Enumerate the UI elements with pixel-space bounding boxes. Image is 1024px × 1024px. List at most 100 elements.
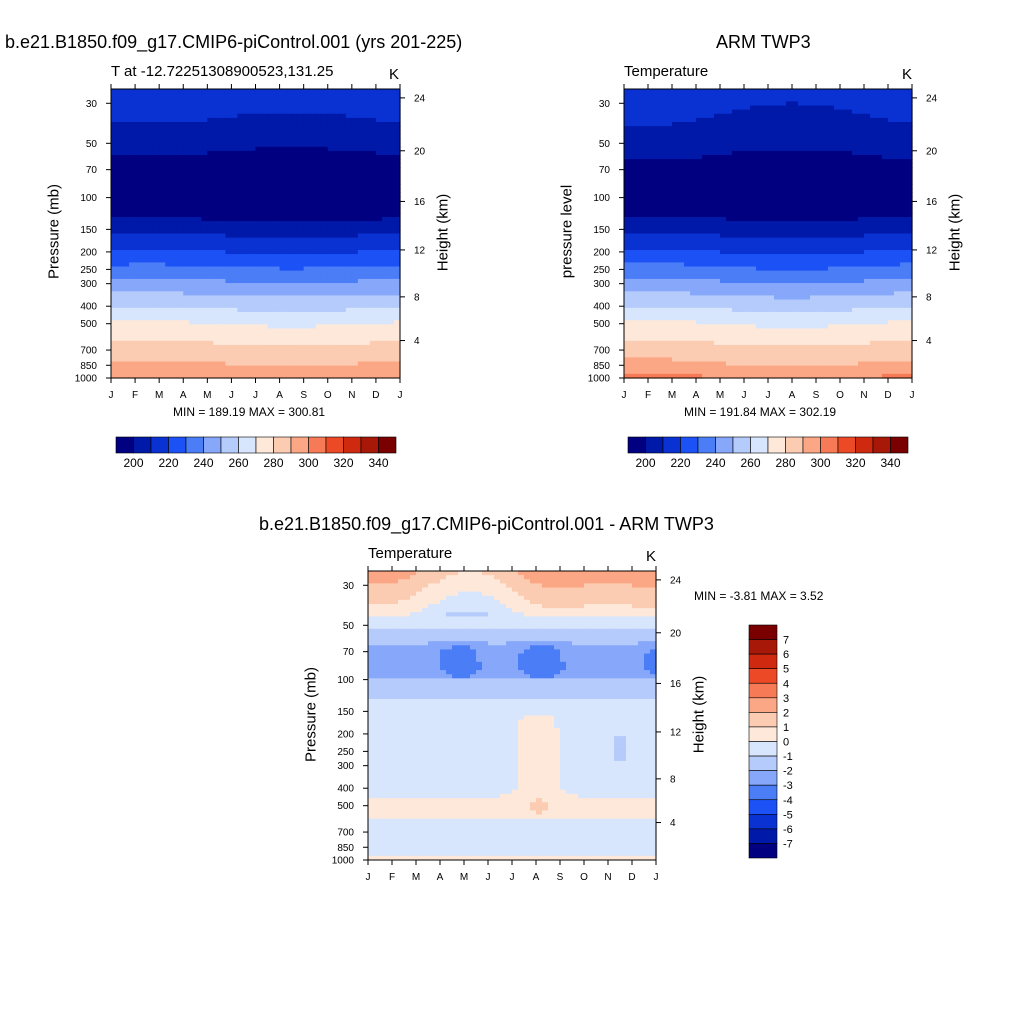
obs-colorbar-label: 280 [775,456,795,470]
obs-ytick-label: 200 [593,247,610,258]
obs-ytick-label: 250 [593,265,610,276]
obs-panel-subtitle: Temperature [624,63,709,80]
model-htick-label: 24 [414,93,426,104]
diff-colorbar-box [748,814,778,830]
diff-colorbar-box [748,682,778,699]
diff-htick-label: 8 [670,774,676,785]
obs-ytick-label: 1000 [588,374,611,385]
obs-xtick-label: J [766,390,771,401]
model-panel-title: b.e21.B1850.f09_g17.CMIP6-piControl.001 … [5,32,463,52]
diff-colorbar-box [748,624,778,640]
model-xtick-label: M [155,390,163,401]
obs-colorbar-label: 240 [705,456,725,470]
model-htick-label: 16 [414,197,426,208]
obs-xtick-label: N [860,390,867,401]
model-htick-label: 20 [414,146,426,157]
obs-colorbar-label: 200 [635,456,655,470]
diff-colorbar-label: -7 [783,838,793,850]
obs-xtick-label: M [668,390,676,401]
model-xtick-label: J [229,390,234,401]
obs-htick-label: 4 [926,336,932,347]
obs-htick-label: 24 [926,93,938,104]
diff-colorbar-label: 1 [783,722,789,734]
diff-colorbar-label: 4 [783,678,789,690]
diff-colorbar-label: -5 [783,809,793,821]
model-htick-label: 4 [414,336,420,347]
diff-colorbar-box [748,843,778,859]
obs-panel-units: K [902,66,913,83]
diff-colorbar-label: 6 [783,649,789,661]
model-colorbar-label: 200 [123,456,143,470]
obs-htick-label: 20 [926,146,938,157]
model-colorbar-label: 260 [228,456,248,470]
diff-colorbar-label: 5 [783,664,789,676]
model-panel-units: K [389,66,400,83]
diff-htick-label: 4 [670,818,676,829]
obs-colorbar-label: 260 [740,456,760,470]
model-xtick-label: A [180,390,187,401]
obs-htick-label: 16 [926,197,938,208]
diff-colorbar-box [748,755,778,771]
diff-xtick-label: D [628,872,635,883]
model-xtick-label: O [324,390,332,401]
diff-htick-label: 24 [670,575,682,586]
diff-xtick-label: J [654,872,659,883]
model-ytick-label: 150 [80,225,97,236]
diff-xtick-label: F [389,872,395,883]
obs-xtick-label: O [836,390,844,401]
model-ytick-label: 300 [80,279,97,290]
obs-ytick-label: 150 [593,225,610,236]
obs-htick-label: 12 [926,245,938,256]
model-xtick-label: M [203,390,211,401]
diff-ytick-label: 500 [337,801,354,812]
diff-htick-label: 16 [670,679,682,690]
model-colorbar-label: 240 [193,456,213,470]
diff-colorbar-box [748,712,778,728]
diff-panel-units: K [646,548,657,565]
diff-colorbar-box [748,828,778,844]
diff-xtick-label: S [557,872,564,883]
model-colorbar-label: 220 [158,456,178,470]
obs-ytick-label: 100 [593,193,610,204]
obs-panel-title: ARM TWP3 [716,32,811,52]
diff-htick-label: 12 [670,727,682,738]
model-ytick-label: 500 [80,319,97,330]
obs-ytick-label: 700 [593,346,610,357]
diff-ytick-label: 250 [337,747,354,758]
obs-ytick-label: 70 [599,165,611,176]
diff-colorbar-label: 3 [783,693,789,705]
obs-stats: MIN = 191.84 MAX = 302.19 [684,405,837,419]
obs-xtick-label: J [910,390,915,401]
diff-colorbar-box [748,784,778,801]
model-xtick-label: D [372,390,379,401]
diff-ytick-label: 400 [337,784,354,795]
diff-stats: MIN = -3.81 MAX = 3.52 [694,589,824,603]
diff-ytick-label: 100 [337,675,354,686]
obs-ytick-label: 50 [599,139,611,150]
diff-panel-subtitle: Temperature [368,545,453,562]
obs-xtick-label: D [884,390,891,401]
model-ytick-label: 50 [86,139,98,150]
obs-ytick-label: 850 [593,361,610,372]
obs-xtick-label: F [645,390,651,401]
model-htick-label: 8 [414,292,420,303]
obs-xtick-label: A [693,390,700,401]
diff-xtick-label: J [366,872,371,883]
diff-colorbar-label: 7 [783,635,789,647]
diff-ytick-label: 70 [343,647,355,658]
diff-colorbar-label: -1 [783,751,793,763]
model-ytick-label: 250 [80,265,97,276]
model-xtick-label: J [109,390,114,401]
diff-colorbar-label: -2 [783,766,793,778]
diff-xtick-label: A [437,872,444,883]
diff-colorbar-box [748,639,778,655]
diff-colorbar-box [748,741,778,757]
diff-ytick-label: 1000 [332,856,355,867]
model-xtick-label: F [132,390,138,401]
obs-xtick-label: J [622,390,627,401]
obs-colorbar-label: 300 [810,456,830,470]
model-colorbar-label: 340 [368,456,388,470]
obs-colorbar-label: 320 [845,456,865,470]
